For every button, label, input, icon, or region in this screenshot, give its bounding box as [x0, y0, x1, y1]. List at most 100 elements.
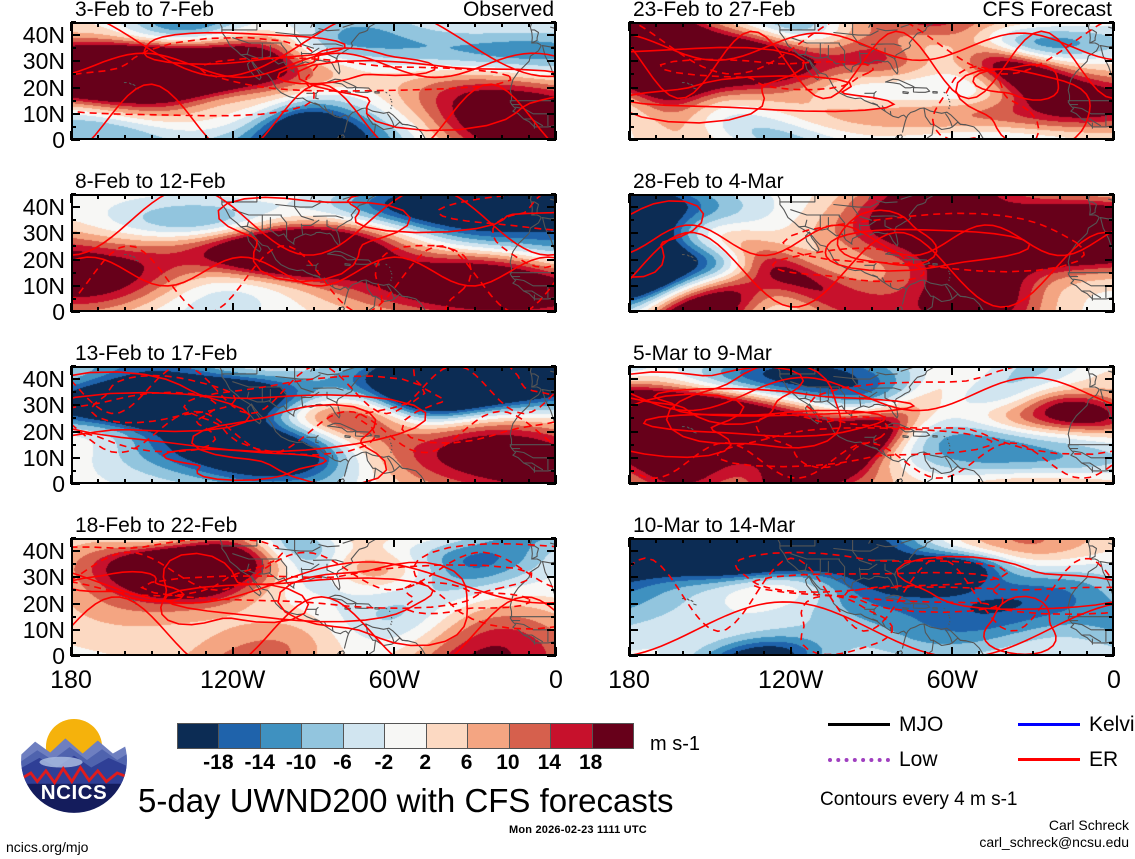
y-tick [71, 206, 80, 209]
legend-line-swatch [828, 723, 890, 726]
x-tick [951, 366, 954, 375]
x-tick [951, 22, 954, 31]
map-panel-4 [70, 537, 557, 657]
x-tick [231, 194, 234, 203]
x-tick [447, 135, 450, 140]
y-tick [1105, 139, 1114, 141]
y-tick [1109, 417, 1114, 420]
x-axis-label: 0 [549, 666, 563, 694]
x-tick [393, 366, 396, 375]
x-tick [897, 651, 900, 656]
y-tick [629, 576, 638, 579]
y-tick [1109, 245, 1114, 248]
x-tick [123, 651, 126, 656]
x-tick [897, 538, 900, 543]
y-tick [551, 21, 556, 23]
y-tick [547, 60, 556, 63]
x-tick [70, 538, 72, 547]
x-tick [816, 22, 819, 27]
x-tick [789, 475, 792, 484]
y-tick [71, 284, 80, 287]
y-tick [71, 456, 80, 459]
x-tick [231, 538, 234, 547]
x-tick [258, 307, 261, 312]
x-tick [951, 647, 954, 656]
y-tick [629, 284, 638, 287]
y-tick [547, 404, 556, 407]
panel-field [629, 22, 1114, 140]
x-tick [339, 538, 342, 543]
x-tick [258, 22, 261, 27]
x-tick [654, 366, 657, 371]
x-tick [420, 22, 423, 27]
x-tick [897, 479, 900, 484]
x-tick [447, 22, 450, 27]
x-tick [951, 131, 954, 140]
y-tick [547, 655, 556, 657]
y-tick [551, 219, 556, 222]
x-tick [1032, 135, 1035, 140]
x-tick [924, 651, 927, 656]
y-tick [547, 232, 556, 235]
x-tick [789, 647, 792, 656]
y-tick [71, 615, 76, 618]
x-tick [150, 22, 153, 27]
x-tick [555, 647, 557, 656]
panel-overlay [629, 22, 1114, 140]
x-tick [123, 538, 126, 543]
x-tick [177, 307, 180, 312]
x-tick [681, 194, 684, 199]
x-tick [978, 366, 981, 371]
y-tick [1105, 576, 1114, 579]
colorbar-segment [468, 724, 510, 748]
y-tick [629, 615, 634, 618]
panel-field [629, 538, 1114, 656]
y-tick [629, 193, 634, 195]
figure-main-title: 5-day UWND200 with CFS forecasts [138, 782, 674, 819]
x-tick [1086, 22, 1089, 27]
x-tick [339, 135, 342, 140]
x-tick [1059, 194, 1062, 199]
y-tick [1109, 99, 1114, 102]
x-tick [924, 366, 927, 371]
x-tick [870, 135, 873, 140]
y-axis-label: 30N [22, 220, 65, 247]
y-tick [551, 125, 556, 128]
x-tick [70, 647, 72, 656]
x-tick [762, 651, 765, 656]
x-tick [528, 651, 531, 656]
x-tick [789, 194, 792, 203]
x-tick [708, 194, 711, 199]
x-tick [70, 131, 72, 140]
x-tick [681, 538, 684, 543]
x-axis-label: 180 [50, 666, 92, 694]
x-tick [708, 538, 711, 543]
y-axis-label: 0 [52, 643, 65, 669]
y-tick [1105, 284, 1114, 287]
x-tick [312, 307, 315, 312]
y-tick [629, 99, 634, 102]
x-tick [285, 479, 288, 484]
x-tick [1059, 22, 1062, 27]
y-tick [547, 378, 556, 381]
x-tick [735, 651, 738, 656]
x-tick [762, 194, 765, 199]
y-tick [629, 641, 634, 644]
x-tick [447, 651, 450, 656]
x-tick [1059, 307, 1062, 312]
x-tick [1005, 651, 1008, 656]
y-tick [71, 193, 76, 195]
x-tick [789, 538, 792, 547]
x-tick [312, 479, 315, 484]
colorbar-tick-label: -18 [203, 751, 234, 774]
y-tick [1109, 589, 1114, 592]
y-tick [1109, 219, 1114, 222]
y-tick [71, 112, 80, 115]
y-tick [551, 443, 556, 446]
x-tick [501, 651, 504, 656]
y-tick [551, 537, 556, 539]
x-tick [681, 651, 684, 656]
x-tick [681, 366, 684, 371]
x-tick [654, 22, 657, 27]
